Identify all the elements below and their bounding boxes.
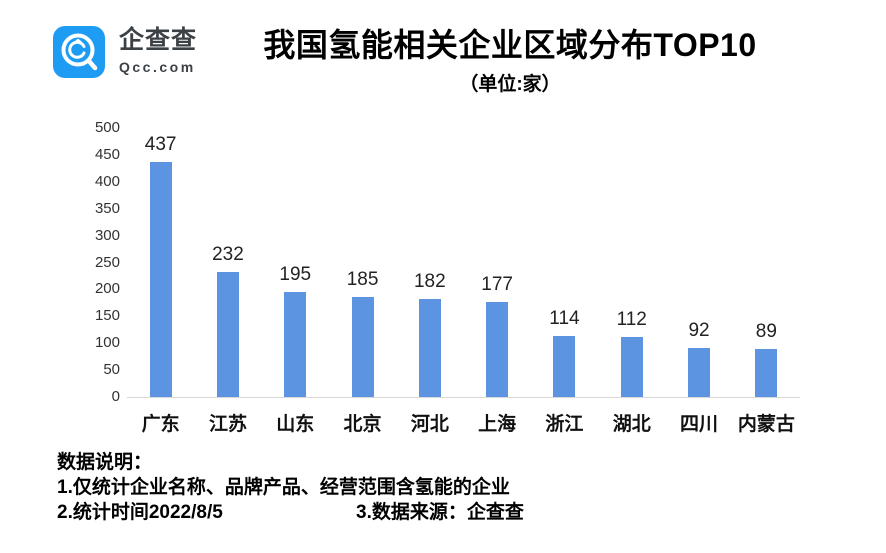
page-subtitle: （单位:家） xyxy=(459,74,561,96)
bar-column: 177 xyxy=(463,128,530,397)
x-category-label: 北京 xyxy=(343,414,382,435)
footer-note3: 3.数据来源：企查查 xyxy=(356,502,524,523)
footer-notes: 数据说明： 1.仅统计企业名称、品牌产品、经营范围含氢能的企业 2.统计时间20… xyxy=(57,450,524,525)
qcc-logo-icon xyxy=(53,26,105,78)
footer-note2: 2.统计时间2022/8/5 xyxy=(57,502,223,523)
bar-column: 185 xyxy=(329,128,396,397)
y-tick-label: 450 xyxy=(94,145,120,163)
bars-row: 437 232 195 185 182 177 114 112 92 89 xyxy=(127,128,800,397)
y-tick-label: 0 xyxy=(111,388,120,405)
title-block: 我国氢能相关企业区域分布TOP10 （单位:家） xyxy=(180,26,840,96)
x-category-label: 河北 xyxy=(410,414,449,435)
bar-column: 114 xyxy=(531,128,598,397)
qcc-logo-text: 企查查 Qcc.com xyxy=(119,26,198,75)
bar-value-label: 114 xyxy=(549,308,580,329)
footer-line2: 2.统计时间2022/8/5 3.数据来源：企查查 xyxy=(57,500,524,525)
x-category-label: 浙江 xyxy=(545,414,584,435)
bar-value-label: 232 xyxy=(212,244,244,265)
bar-value-label: 89 xyxy=(755,321,777,342)
bar-column: 89 xyxy=(733,128,800,397)
y-tick-label: 400 xyxy=(94,172,120,190)
y-tick-label: 200 xyxy=(94,280,120,298)
x-axis-labels: 广东 江苏 山东 北京 河北 上海 浙江 湖北 四川 内蒙古 xyxy=(127,409,800,436)
y-tick-label: 350 xyxy=(94,199,120,217)
y-tick-label: 250 xyxy=(94,253,120,271)
bar-value-label: 177 xyxy=(481,274,513,295)
bar-value-label: 182 xyxy=(413,271,446,292)
bar-value-label: 437 xyxy=(144,134,177,155)
x-category-label: 湖北 xyxy=(612,414,651,435)
bar-value-label: 195 xyxy=(279,264,312,285)
x-category-label: 广东 xyxy=(141,414,180,435)
x-category-label: 江苏 xyxy=(208,414,247,435)
bar xyxy=(284,292,307,397)
bar xyxy=(486,302,509,397)
bar xyxy=(418,299,441,397)
qcc-logo-block: 企查查 Qcc.com xyxy=(53,26,197,78)
bar-value-label: 112 xyxy=(616,309,647,330)
x-category-label: 内蒙古 xyxy=(737,414,795,435)
qcc-logo-name: 企查查 xyxy=(119,26,198,54)
x-category-label: 四川 xyxy=(680,414,719,435)
y-tick-label: 150 xyxy=(94,307,120,325)
y-tick-label: 300 xyxy=(94,226,120,244)
bar-column: 112 xyxy=(598,128,665,397)
x-category-label: 山东 xyxy=(276,414,315,435)
bar-column: 437 xyxy=(127,128,194,397)
page-title: 我国氢能相关企业区域分布TOP10 xyxy=(263,27,757,63)
y-tick-label: 100 xyxy=(94,334,120,352)
bar-column: 182 xyxy=(396,128,463,397)
bar-column: 195 xyxy=(262,128,329,397)
y-tick-label: 500 xyxy=(94,119,120,136)
y-tick-label: 50 xyxy=(103,361,120,379)
bar-value-label: 92 xyxy=(688,320,710,341)
bar-value-label: 185 xyxy=(346,269,379,290)
footer-note1: 1.仅统计企业名称、品牌产品、经营范围含氢能的企业 xyxy=(57,477,510,498)
qcc-logo-domain: Qcc.com xyxy=(119,58,196,75)
bar xyxy=(351,297,374,397)
bar xyxy=(688,348,711,397)
x-category-label: 上海 xyxy=(478,414,517,435)
bar-column: 232 xyxy=(194,128,261,397)
bar xyxy=(216,272,239,397)
footer-heading: 数据说明： xyxy=(57,452,153,473)
bar xyxy=(149,162,172,397)
x-axis-baseline xyxy=(127,397,800,398)
bar-column: 92 xyxy=(665,128,732,397)
bar xyxy=(553,336,576,397)
bar xyxy=(755,349,778,397)
bar xyxy=(620,337,643,397)
